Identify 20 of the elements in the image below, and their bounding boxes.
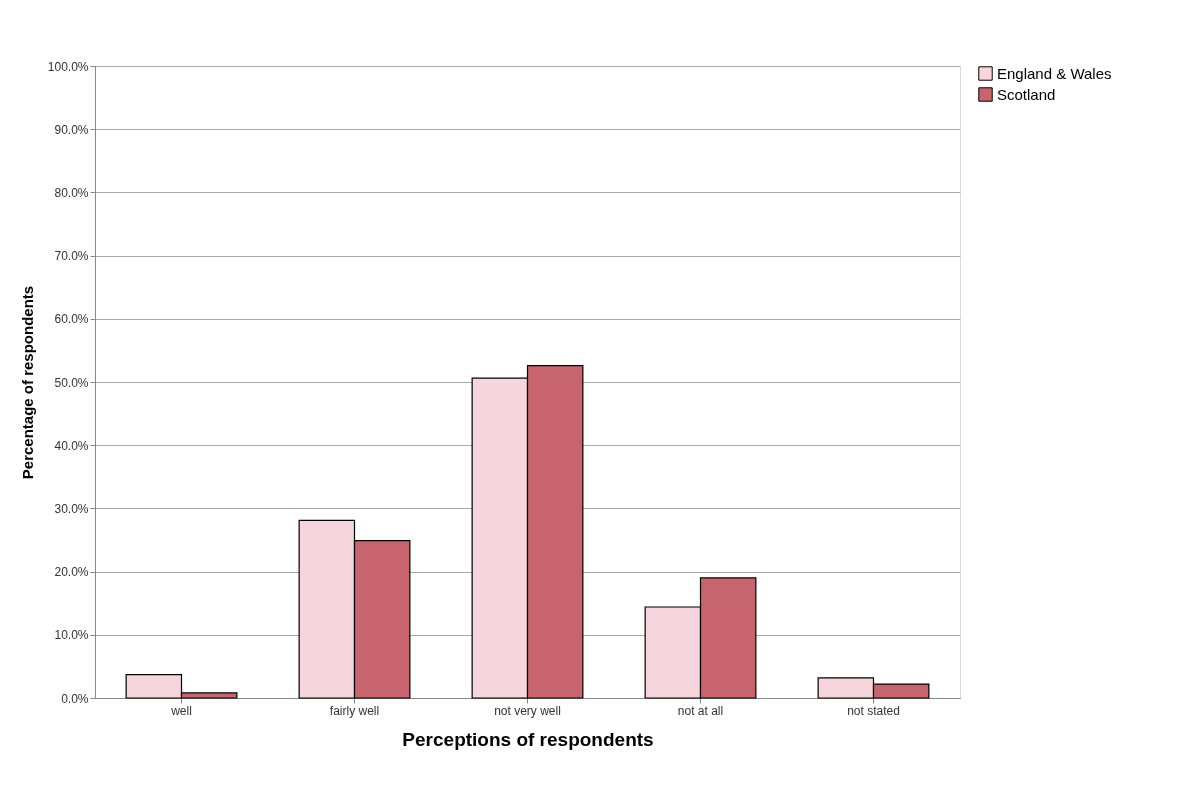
y-tick-label: 100.0% [47, 59, 89, 74]
legend-label: Scotland [997, 85, 1056, 103]
y-tick-label: 30.0% [54, 501, 89, 516]
x-tick-label: not at all [677, 703, 724, 718]
x-tick-label: fairly well [329, 703, 380, 718]
y-tick-label: 90.0% [54, 122, 89, 137]
y-tick-label: 60.0% [54, 312, 89, 327]
y-tick-label: 0.0% [61, 691, 89, 706]
y-tick-label: 50.0% [54, 375, 89, 390]
y-tick-label: 70.0% [54, 249, 89, 264]
y-tick-label: 10.0% [54, 628, 89, 643]
y-tick-label: 40.0% [54, 438, 89, 453]
y-tick-label: 20.0% [54, 565, 89, 580]
x-axis-title: Perceptions of respondents [402, 728, 654, 750]
x-tick-label: not very well [494, 703, 561, 718]
legend-label: England & Wales [997, 64, 1112, 82]
y-axis-title: Percentage of respondents [18, 285, 36, 480]
x-tick-label: not stated [847, 703, 900, 718]
y-tick-label: 80.0% [54, 185, 89, 200]
x-tick-label: well [170, 703, 192, 718]
